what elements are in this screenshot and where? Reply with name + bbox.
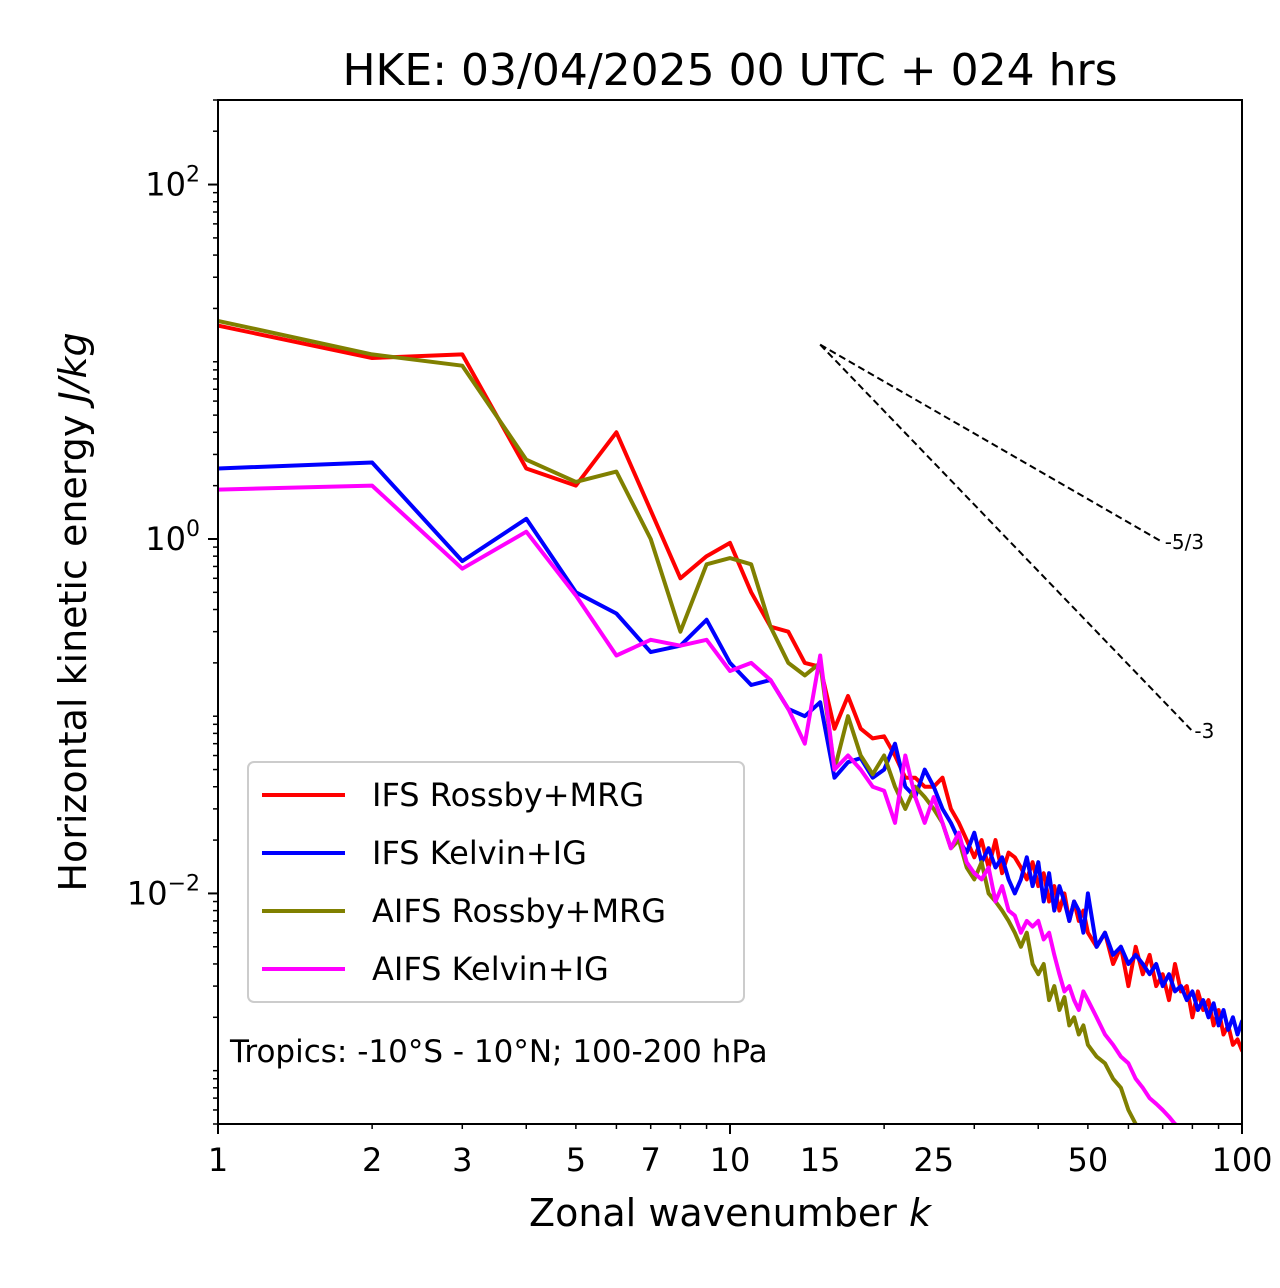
x-tick-label: 5 bbox=[566, 1141, 586, 1179]
reference-slope-label: -3 bbox=[1194, 719, 1214, 743]
legend-label: IFS Rossby+MRG bbox=[372, 776, 644, 814]
reference-slope-line bbox=[819, 343, 1194, 732]
series-line bbox=[218, 323, 1242, 1053]
reference-lines: -5/3 -3 bbox=[819, 343, 1214, 743]
legend-label: IFS Kelvin+IG bbox=[372, 834, 587, 872]
y-tick-label: 100 bbox=[145, 517, 200, 558]
y-axis: 102 100 10−2 bbox=[127, 99, 218, 1125]
region-annotation: Tropics: -10°S - 10°N; 100-200 hPa bbox=[229, 1034, 768, 1070]
legend-box bbox=[247, 761, 745, 1003]
x-tick-label: 10 bbox=[710, 1141, 751, 1179]
x-axis-label: Zonal wavenumber k bbox=[529, 1191, 933, 1235]
x-tick-label: 15 bbox=[800, 1141, 841, 1179]
reference-slope-line bbox=[819, 343, 1164, 544]
series-line bbox=[218, 318, 1139, 1124]
series-line bbox=[218, 483, 1180, 1124]
y-axis-label: Horizontal kinetic energy J/kg bbox=[51, 332, 95, 891]
x-tick-label: 50 bbox=[1068, 1141, 1109, 1179]
legend: IFS Rossby+MRG IFS Kelvin+IG AIFS Rossby+M… bbox=[247, 761, 745, 1003]
x-tick-label: 3 bbox=[452, 1141, 472, 1179]
x-tick-label: 100 bbox=[1211, 1141, 1272, 1179]
x-tick-label: 2 bbox=[362, 1141, 382, 1179]
x-tick-label: 7 bbox=[641, 1141, 661, 1179]
x-tick-label: 25 bbox=[913, 1141, 954, 1179]
y-tick-label: 102 bbox=[145, 163, 200, 204]
x-tick-label: 1 bbox=[208, 1141, 228, 1179]
series-line bbox=[218, 460, 1242, 1037]
x-axis: 1 2 3 5 7 10 15 25 50 100 bbox=[208, 1124, 1273, 1179]
legend-label: AIFS Rossby+MRG bbox=[372, 892, 666, 930]
legend-items: IFS Rossby+MRG IFS Kelvin+IG AIFS Rossby+M… bbox=[262, 776, 666, 988]
reference-slope-label: -5/3 bbox=[1165, 530, 1204, 554]
legend-label: AIFS Kelvin+IG bbox=[372, 950, 609, 988]
chart-title: HKE: 03/04/2025 00 UTC + 024 hrs bbox=[342, 45, 1117, 96]
y-tick-label: 10−2 bbox=[127, 871, 200, 912]
series-layer bbox=[218, 318, 1242, 1124]
